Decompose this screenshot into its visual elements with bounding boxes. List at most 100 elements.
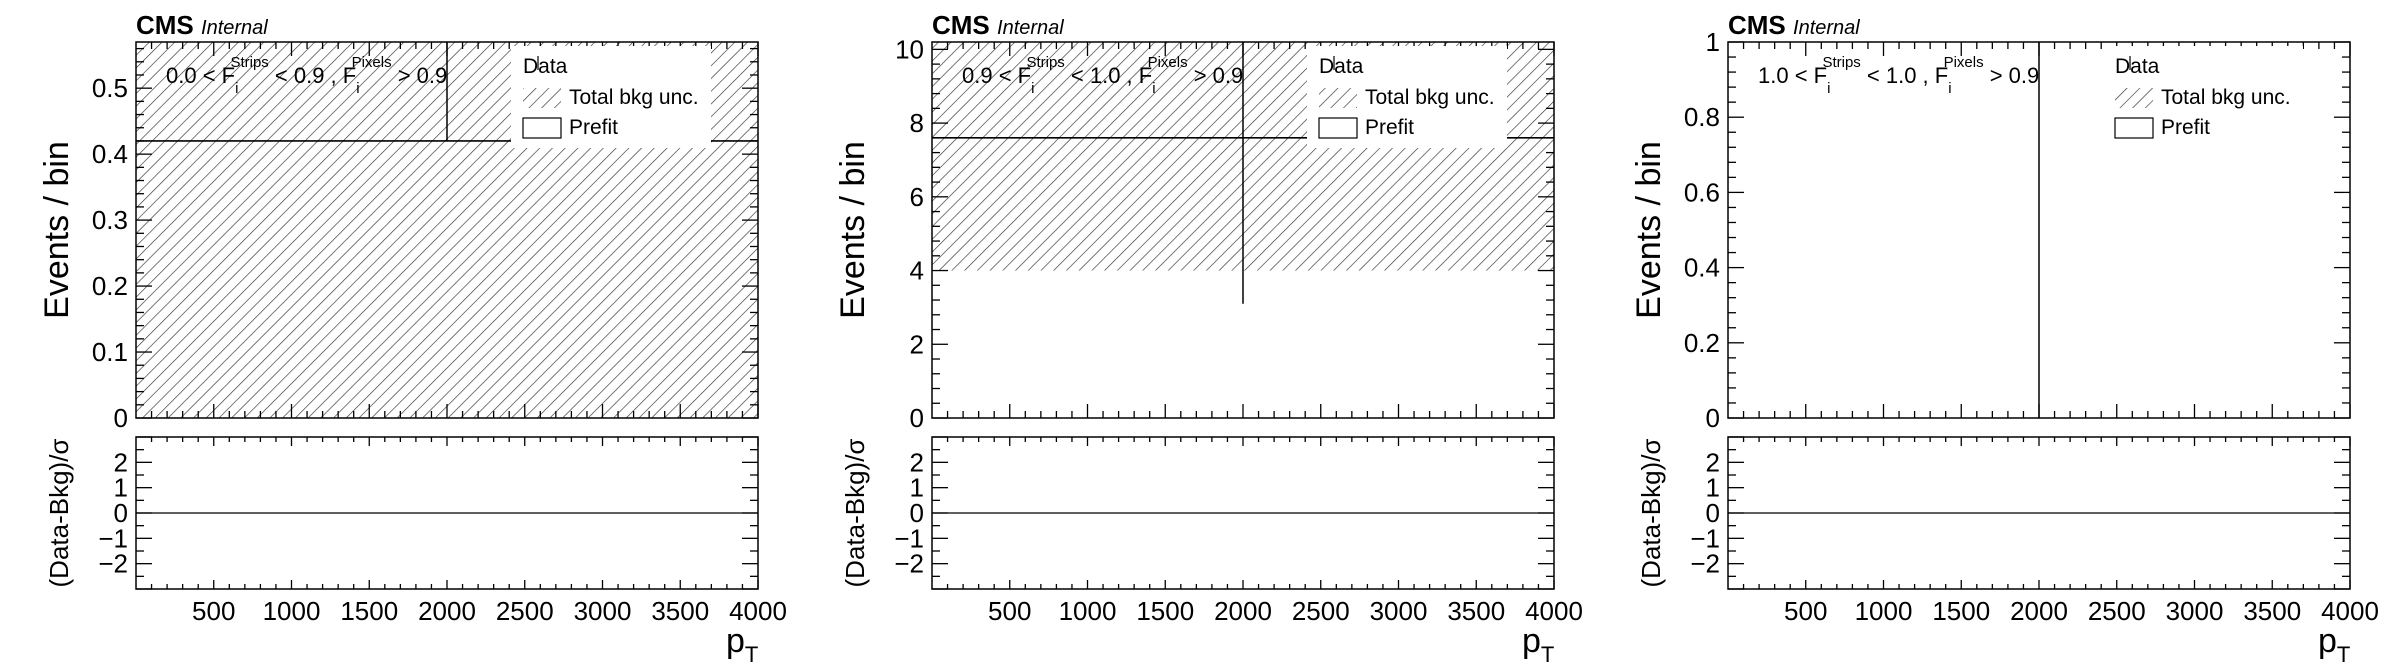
y-axis-label: Events / bin bbox=[38, 141, 76, 319]
region-pix: > 0.9 bbox=[1984, 63, 2040, 88]
region-sub1: i bbox=[1031, 80, 1034, 97]
x-tick-label: 1000 bbox=[263, 596, 321, 626]
legend-prefit-swatch bbox=[522, 117, 562, 139]
legend-data-label: Data bbox=[523, 55, 568, 78]
experiment-label: CMS Internal bbox=[932, 10, 1064, 40]
x-axis-label: pT bbox=[1522, 622, 1554, 667]
x-tick-label: 3000 bbox=[574, 596, 632, 626]
experiment-label: CMS Internal bbox=[136, 10, 268, 40]
ratio-y-tick-label: 1 bbox=[910, 473, 924, 503]
region-pix: > 0.9 bbox=[1188, 63, 1244, 88]
ratio-y-tick-label: 2 bbox=[910, 447, 924, 477]
ratio-y-axis-label: (Data-Bkg)/σ bbox=[1636, 439, 1666, 588]
ratio-y-tick-label: −2 bbox=[1690, 549, 1720, 579]
y-tick-label: 6 bbox=[910, 182, 924, 212]
y-tick-label: 0.8 bbox=[1684, 102, 1720, 132]
region-lo: 1.0 < F bbox=[1758, 63, 1827, 88]
x-tick-label: 2000 bbox=[1214, 596, 1272, 626]
x-axis-label-main: p bbox=[726, 622, 745, 660]
y-tick-label: 2 bbox=[910, 329, 924, 359]
y-axis-label: Events / bin bbox=[834, 141, 872, 319]
y-tick-label: 0 bbox=[1706, 403, 1720, 433]
y-tick-label: 4 bbox=[910, 256, 924, 286]
legend-prefit-label: Prefit bbox=[1365, 116, 1414, 139]
ratio-y-tick-label: 0 bbox=[910, 498, 924, 528]
ratio-y-tick-label: 1 bbox=[114, 473, 128, 503]
x-tick-label: 3500 bbox=[651, 596, 709, 626]
region-hi: < 1.0 , F bbox=[1861, 63, 1948, 88]
x-axis-label-main: p bbox=[1522, 622, 1541, 660]
legend-prefit-swatch bbox=[2114, 117, 2154, 139]
chart-panel-3: 0 0.2 0.4 0.6 0.8 1 CMS Internal Events / bin 1.… bbox=[1630, 10, 2379, 667]
region-sup2: Pixels bbox=[1148, 54, 1188, 71]
y-tick-label: 8 bbox=[910, 108, 924, 138]
ratio-y-tick-label: −2 bbox=[894, 549, 924, 579]
experiment-space bbox=[194, 10, 201, 40]
x-tick-label: 2000 bbox=[418, 596, 476, 626]
ratio-y-tick-label: 0 bbox=[1706, 498, 1720, 528]
x-tick-label: 1500 bbox=[1136, 596, 1194, 626]
legend-unc-label: Total bkg unc. bbox=[2161, 86, 2291, 109]
region-sub1: i bbox=[235, 80, 238, 97]
region-hi: < 0.9 , F bbox=[269, 63, 356, 88]
region-sup1: Strips bbox=[1822, 54, 1860, 71]
region-sup1: Strips bbox=[1026, 54, 1064, 71]
region-sup1: Strips bbox=[230, 54, 268, 71]
y-tick-label: 0.1 bbox=[92, 337, 128, 367]
x-axis-label-sub: T bbox=[2337, 642, 2350, 667]
y-tick-label: 0.5 bbox=[92, 73, 128, 103]
x-axis-label-sub: T bbox=[745, 642, 758, 667]
legend-unc-swatch bbox=[523, 88, 561, 108]
region-label: 0.0 < FiStrips < 0.9 , FiPixels > 0.9 bbox=[166, 54, 447, 97]
ratio-y-axis-label: (Data-Bkg)/σ bbox=[840, 439, 870, 588]
y-tick-label: 0.4 bbox=[1684, 253, 1720, 283]
x-tick-label: 500 bbox=[988, 596, 1031, 626]
y-axis-label: Events / bin bbox=[1630, 141, 1668, 319]
x-tick-label: 3000 bbox=[1370, 596, 1428, 626]
experiment-name: CMS bbox=[1728, 10, 1786, 40]
region-sub2: i bbox=[1152, 80, 1155, 97]
experiment-space bbox=[990, 10, 997, 40]
y-tick-label: 10 bbox=[895, 34, 924, 64]
y-tick-label: 0.6 bbox=[1684, 177, 1720, 207]
legend-prefit-swatch bbox=[1318, 117, 1358, 139]
x-axis-label-sub: T bbox=[1541, 642, 1554, 667]
y-tick-label: 0.4 bbox=[92, 139, 128, 169]
y-tick-label: 0.3 bbox=[92, 205, 128, 235]
x-tick-label: 1500 bbox=[1932, 596, 1990, 626]
region-sub2: i bbox=[1948, 80, 1951, 97]
ratio-y-tick-label: −1 bbox=[894, 523, 924, 553]
x-tick-label: 3500 bbox=[2243, 596, 2301, 626]
ratio-y-tick-label: 1 bbox=[1706, 473, 1720, 503]
y-tick-label: 0 bbox=[910, 403, 924, 433]
x-tick-label: 2000 bbox=[2010, 596, 2068, 626]
x-tick-label: 500 bbox=[1784, 596, 1827, 626]
legend-unc-label: Total bkg unc. bbox=[569, 86, 699, 109]
region-lo: 0.9 < F bbox=[962, 63, 1031, 88]
region-sup2: Pixels bbox=[1944, 54, 1984, 71]
ratio-y-tick-label: −1 bbox=[98, 523, 128, 553]
legend-unc-swatch bbox=[2115, 88, 2153, 108]
experiment-label: CMS Internal bbox=[1728, 10, 1860, 40]
y-tick-label: 1 bbox=[1706, 27, 1720, 57]
x-axis-label: pT bbox=[726, 622, 758, 667]
status-label: Internal bbox=[201, 17, 268, 39]
legend-unc-swatch bbox=[1319, 88, 1357, 108]
region-label: 1.0 < FiStrips < 1.0 , FiPixels > 0.9 bbox=[1758, 54, 2039, 97]
experiment-space bbox=[1786, 10, 1793, 40]
legend-data-label: Data bbox=[1319, 55, 1364, 78]
y-tick-label: 0.2 bbox=[1684, 328, 1720, 358]
x-tick-label: 500 bbox=[192, 596, 235, 626]
region-label: 0.9 < FiStrips < 1.0 , FiPixels > 0.9 bbox=[962, 54, 1243, 97]
x-tick-label: 2500 bbox=[496, 596, 554, 626]
x-tick-label: 1000 bbox=[1059, 596, 1117, 626]
x-axis-label-main: p bbox=[2318, 622, 2337, 660]
legend-prefit-label: Prefit bbox=[569, 116, 618, 139]
ratio-y-tick-label: −1 bbox=[1690, 523, 1720, 553]
region-sub2: i bbox=[356, 80, 359, 97]
chart-panel-1: 0 0.1 0.2 0.3 0.4 0.5 CMS Internal Events / bin… bbox=[38, 10, 787, 667]
y-tick-label: 0.2 bbox=[92, 271, 128, 301]
experiment-name: CMS bbox=[932, 10, 990, 40]
legend-unc-label: Total bkg unc. bbox=[1365, 86, 1495, 109]
